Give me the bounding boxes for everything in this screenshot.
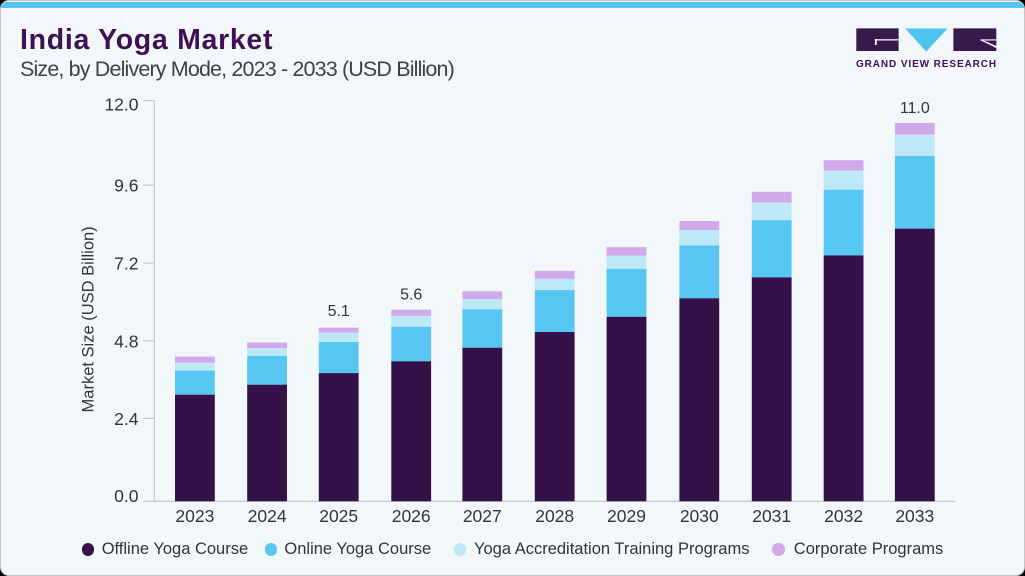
svg-text:9.6: 9.6 bbox=[114, 176, 138, 196]
svg-text:5.6: 5.6 bbox=[400, 287, 422, 304]
svg-text:7.2: 7.2 bbox=[114, 254, 138, 274]
svg-text:2028: 2028 bbox=[535, 506, 574, 526]
svg-text:2030: 2030 bbox=[680, 506, 719, 526]
svg-text:4.8: 4.8 bbox=[114, 331, 138, 351]
svg-text:Market Size (USD Billion): Market Size (USD Billion) bbox=[80, 226, 98, 412]
svg-text:2023: 2023 bbox=[175, 506, 214, 526]
svg-text:2026: 2026 bbox=[392, 506, 431, 526]
svg-text:11.0: 11.0 bbox=[900, 100, 930, 117]
svg-text:2027: 2027 bbox=[463, 506, 502, 526]
svg-text:2025: 2025 bbox=[319, 506, 358, 526]
svg-text:2032: 2032 bbox=[824, 506, 863, 526]
svg-text:2.4: 2.4 bbox=[114, 409, 139, 429]
svg-text:2033: 2033 bbox=[895, 506, 934, 526]
svg-text:2029: 2029 bbox=[607, 506, 646, 526]
svg-text:12.0: 12.0 bbox=[104, 95, 138, 115]
svg-text:0.0: 0.0 bbox=[114, 486, 139, 506]
svg-text:5.1: 5.1 bbox=[328, 303, 350, 320]
svg-text:2031: 2031 bbox=[752, 506, 791, 526]
svg-text:2024: 2024 bbox=[248, 506, 287, 526]
svg-text:GRAND VIEW RESEARCH: GRAND VIEW RESEARCH bbox=[856, 59, 997, 70]
